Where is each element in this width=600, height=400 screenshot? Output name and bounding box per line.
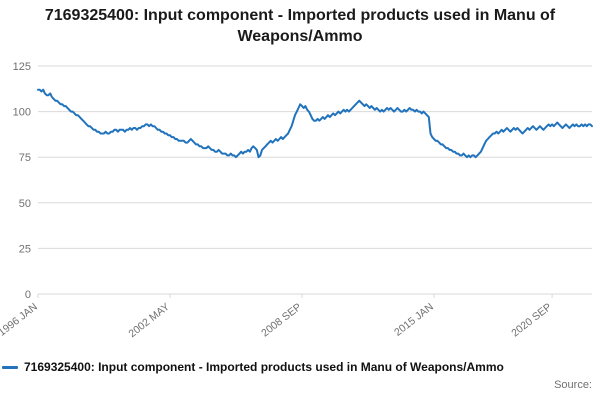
x-tick-label: 2015 JAN [392, 301, 436, 339]
y-tick-label: 50 [19, 198, 31, 210]
y-tick-label: 125 [13, 61, 31, 73]
legend-label: 7169325400: Input component - Imported p… [24, 360, 504, 374]
source-label: Source: [554, 379, 592, 391]
legend-line-marker-icon [2, 365, 18, 369]
legend-item[interactable]: 7169325400: Input component - Imported p… [2, 360, 598, 374]
chart-canvas: 0 25 50 75 100 125 1996 JAN 2002 MAY 2008 SEP 201… [0, 61, 593, 340]
series-line [37, 88, 593, 159]
chart-title: 7169325400: Input component - Imported p… [44, 7, 556, 45]
x-tick-label: 2020 SEP [509, 301, 554, 340]
y-tick-label: 25 [19, 243, 31, 255]
x-tick-label: 2002 MAY [126, 301, 171, 340]
x-tick-label: 1996 JAN [0, 301, 40, 339]
y-tick-label: 75 [19, 152, 31, 164]
x-tick-label: 2008 SEP [259, 301, 304, 340]
y-tick-label: 100 [13, 107, 31, 119]
y-tick-label: 0 [25, 289, 31, 301]
